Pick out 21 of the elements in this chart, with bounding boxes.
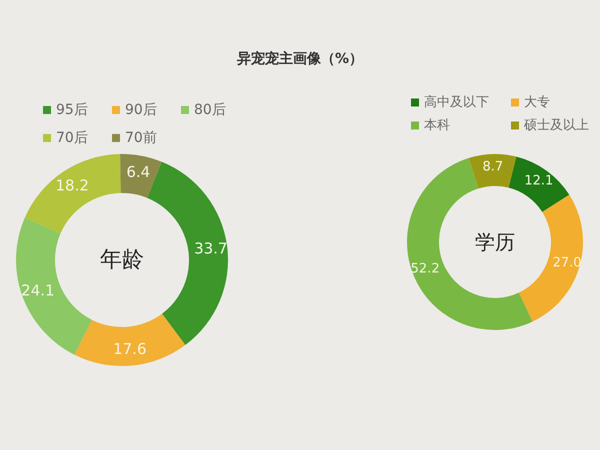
text: 学历 [475, 230, 515, 254]
data-label: 17.6 [113, 340, 147, 358]
legend-label: 80后 [194, 102, 226, 118]
legend-label: 大专 [524, 95, 550, 110]
legend-label: 90后 [125, 102, 157, 118]
data-label: 27.0 [552, 255, 582, 270]
legend-label: 70前 [125, 130, 157, 146]
data-label: 6.4 [126, 162, 150, 181]
legend-label: 硕士及以上 [523, 118, 589, 133]
data-label: 52.2 [410, 262, 440, 277]
data-label: 12.1 [524, 174, 554, 189]
legend-label: 高中及以下 [424, 94, 489, 110]
data-label: 8.7 [482, 160, 504, 175]
data-label: 18.2 [56, 176, 89, 195]
text: 年龄 [100, 248, 144, 272]
text: 异宠宠主画像（%） [236, 50, 364, 69]
legend-label: 95后 [56, 102, 88, 118]
legend-label: 70后 [56, 130, 88, 146]
data-label: 33.7 [194, 240, 228, 258]
data-label: 24.1 [21, 282, 55, 300]
legend-label: 本科 [424, 118, 450, 133]
